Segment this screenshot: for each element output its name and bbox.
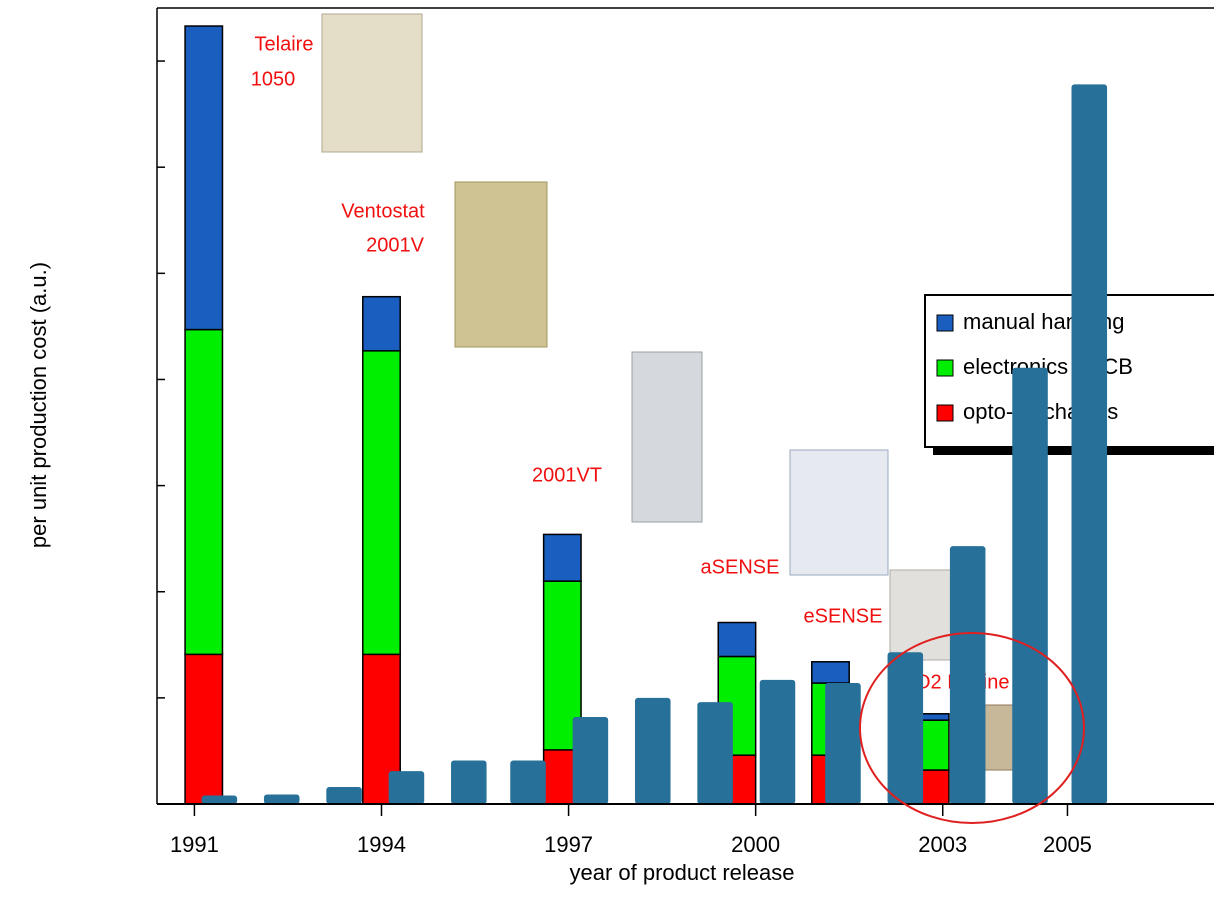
annotation: 2001VT (532, 464, 602, 486)
overlay-bar (634, 697, 671, 804)
legend-swatch (936, 359, 954, 377)
overlay-bar (1071, 84, 1108, 804)
bar-segment (362, 350, 401, 656)
annotation: aSENSE (701, 556, 780, 578)
overlay-bar (825, 683, 861, 804)
legend-swatch (936, 314, 954, 332)
bar-segment (811, 661, 850, 684)
overlay-bar (388, 771, 425, 804)
x-tick-label: 2000 (731, 832, 780, 857)
product-image (321, 13, 423, 153)
product-image (631, 351, 703, 523)
annotation: eSENSE (804, 605, 883, 627)
overlay-bar (759, 679, 796, 804)
x-axis-label: year of product release (569, 860, 794, 885)
y-axis-label: per unit production cost (a.u.) (26, 262, 51, 548)
x-tick-label: 2005 (1043, 832, 1092, 857)
product-image (889, 569, 959, 661)
annotation: 2001V (366, 234, 424, 256)
x-tick-label: 1997 (544, 832, 593, 857)
x-tick-label: 2003 (918, 832, 967, 857)
overlay-bar (451, 760, 487, 804)
annotation: 1050 (251, 68, 296, 90)
overlay-bar (697, 702, 733, 804)
product-images (321, 13, 1031, 771)
overlay-bar (1012, 367, 1048, 804)
bar-segment (184, 328, 224, 656)
legend-label: electronics - PCB (963, 354, 1133, 379)
bar-segment (717, 621, 757, 658)
overlay-bar (510, 760, 546, 804)
overlay-bar (326, 787, 362, 804)
overlay-bar (201, 795, 238, 804)
bar-segment (542, 533, 582, 582)
bar-segment (184, 25, 224, 331)
overlay-bar (887, 652, 924, 804)
overlay-bar (572, 716, 609, 804)
bar-segment (184, 653, 224, 805)
annotation: Telaire (255, 33, 314, 55)
annotation: Ventostat (341, 200, 425, 222)
x-tick-label: 1991 (170, 832, 219, 857)
bar-segment (362, 295, 401, 352)
legend-swatch (936, 404, 954, 422)
overlay-bar (949, 546, 986, 804)
x-tick-label: 1994 (357, 832, 406, 857)
overlay-bar (263, 794, 300, 804)
product-image (454, 181, 548, 348)
product-image (789, 449, 889, 576)
highlight-circle (859, 632, 1085, 824)
